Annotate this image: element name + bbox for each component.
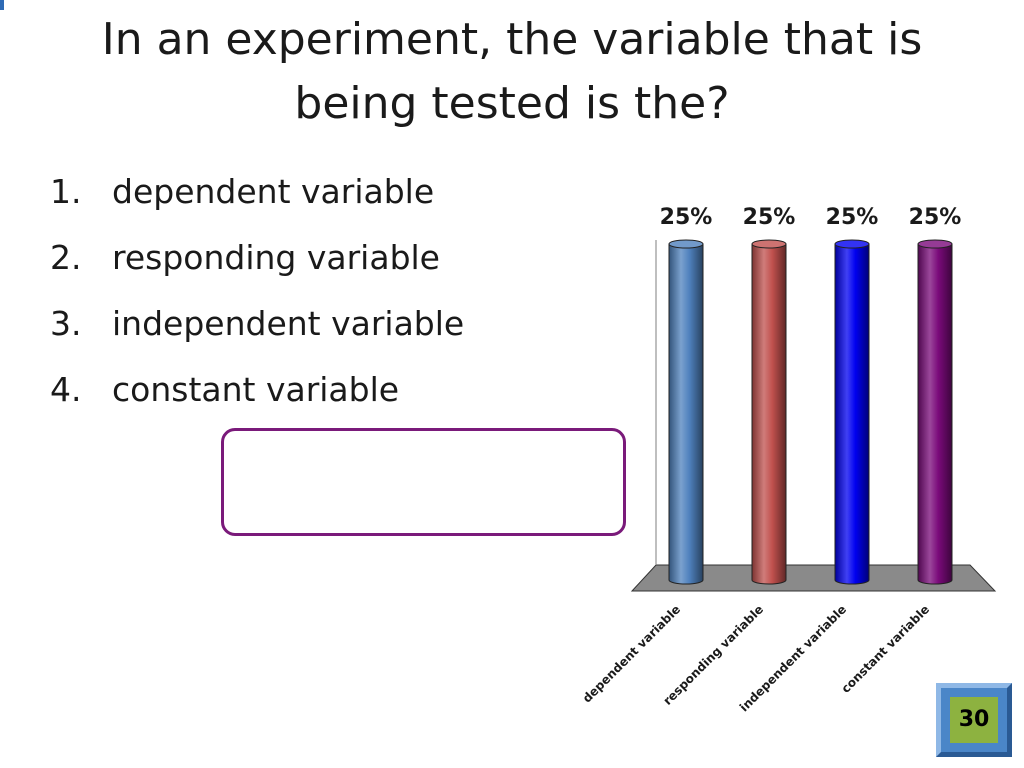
answer-number: 4.: [50, 370, 82, 409]
corner-accent: [0, 0, 4, 10]
answer-number: 1.: [50, 172, 82, 211]
bar-body: [834, 243, 870, 585]
bar-cap: [834, 239, 870, 249]
chart-bar: [751, 239, 787, 585]
answer-number: 3.: [50, 304, 82, 343]
bar-cap: [668, 239, 704, 249]
answer-text: constant variable: [112, 370, 400, 409]
chart-bar: [917, 239, 953, 585]
slide-title: In an experiment, the variable that is b…: [101, 14, 923, 129]
answer-list: 1. dependent variable 2. responding variab…: [50, 162, 464, 426]
countdown-timer: 30: [936, 683, 1012, 757]
chart-category-label: constant variable: [839, 602, 933, 696]
answer-text: dependent variable: [112, 172, 435, 211]
answer-option-2[interactable]: 2. responding variable: [50, 228, 464, 294]
chart-data-label: 25%: [660, 205, 713, 230]
bar-cap: [751, 239, 787, 249]
response-box: [221, 428, 626, 536]
answer-option-4[interactable]: 4. constant variable: [50, 360, 464, 426]
chart-bar: [834, 239, 870, 585]
bar-body: [668, 243, 704, 585]
bar-cap: [917, 239, 953, 249]
bar-body: [751, 243, 787, 585]
answer-text: independent variable: [112, 304, 465, 343]
chart-data-label: 25%: [826, 205, 879, 230]
chart-data-label: 25%: [909, 205, 962, 230]
bar-body: [917, 243, 953, 585]
answer-text: responding variable: [112, 238, 440, 277]
answer-option-1[interactable]: 1. dependent variable: [50, 162, 464, 228]
answer-number: 2.: [50, 238, 82, 277]
chart-bar: [668, 239, 704, 585]
answer-option-3[interactable]: 3. independent variable: [50, 294, 464, 360]
chart-data-label: 25%: [743, 205, 796, 230]
countdown-value: 30: [950, 697, 998, 743]
